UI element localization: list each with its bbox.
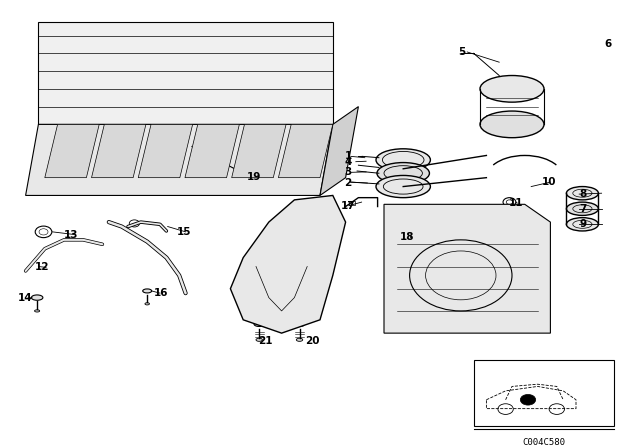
Polygon shape xyxy=(45,125,99,178)
Ellipse shape xyxy=(31,295,43,300)
Ellipse shape xyxy=(480,111,544,138)
Text: 20: 20 xyxy=(305,336,319,346)
Ellipse shape xyxy=(35,310,40,312)
Text: 2: 2 xyxy=(344,178,351,188)
Text: 16: 16 xyxy=(154,288,168,298)
Ellipse shape xyxy=(256,338,262,341)
Circle shape xyxy=(520,394,536,405)
Text: 8: 8 xyxy=(579,189,586,199)
Ellipse shape xyxy=(143,289,152,293)
Text: 1: 1 xyxy=(344,151,351,161)
Polygon shape xyxy=(230,195,346,333)
Ellipse shape xyxy=(377,163,429,184)
Ellipse shape xyxy=(566,202,598,215)
Polygon shape xyxy=(320,107,358,195)
Text: 14: 14 xyxy=(18,293,33,303)
Text: 12: 12 xyxy=(35,263,50,272)
Ellipse shape xyxy=(376,176,430,198)
Polygon shape xyxy=(185,125,239,178)
Polygon shape xyxy=(278,125,333,178)
Ellipse shape xyxy=(296,338,303,341)
Text: C004C580: C004C580 xyxy=(522,438,566,447)
Text: 18: 18 xyxy=(399,232,414,242)
Ellipse shape xyxy=(480,76,544,102)
Ellipse shape xyxy=(376,149,430,171)
Ellipse shape xyxy=(566,218,598,231)
Ellipse shape xyxy=(294,322,305,327)
Polygon shape xyxy=(232,125,286,178)
Text: 6: 6 xyxy=(605,39,612,49)
Text: 17: 17 xyxy=(340,201,355,211)
Text: 19: 19 xyxy=(246,172,260,182)
Text: 13: 13 xyxy=(64,229,79,240)
Text: 15: 15 xyxy=(177,227,192,237)
Ellipse shape xyxy=(145,303,150,305)
Text: 21: 21 xyxy=(258,336,273,346)
Ellipse shape xyxy=(566,186,598,200)
Ellipse shape xyxy=(254,322,264,327)
Polygon shape xyxy=(26,125,333,195)
Text: 7: 7 xyxy=(579,204,587,214)
Bar xyxy=(266,244,291,255)
Text: 5: 5 xyxy=(458,47,465,57)
Bar xyxy=(474,360,614,426)
Polygon shape xyxy=(92,125,146,178)
Polygon shape xyxy=(384,204,550,333)
Text: 4: 4 xyxy=(344,157,352,167)
Text: 11: 11 xyxy=(509,198,524,208)
Bar xyxy=(349,201,355,205)
Polygon shape xyxy=(38,22,333,125)
Text: 10: 10 xyxy=(542,177,557,187)
Polygon shape xyxy=(138,125,193,178)
Text: 9: 9 xyxy=(579,220,586,229)
Text: 3: 3 xyxy=(344,168,351,177)
